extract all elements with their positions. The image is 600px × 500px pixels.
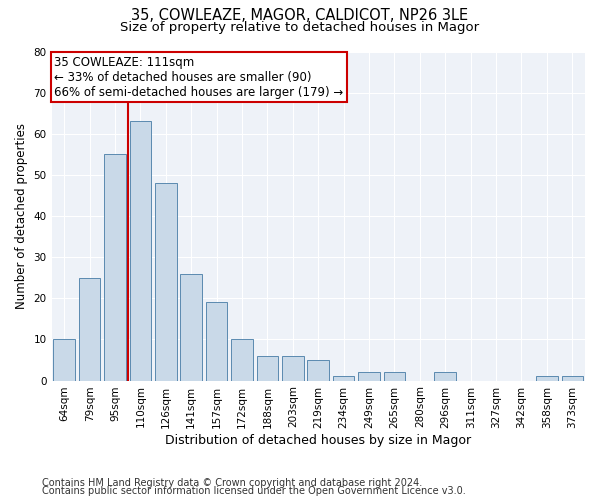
Text: Size of property relative to detached houses in Magor: Size of property relative to detached ho… — [121, 21, 479, 34]
Y-axis label: Number of detached properties: Number of detached properties — [15, 123, 28, 309]
Bar — [206, 302, 227, 380]
Bar — [155, 183, 176, 380]
Bar — [383, 372, 405, 380]
Bar — [130, 122, 151, 380]
Bar — [79, 278, 100, 380]
Text: Contains HM Land Registry data © Crown copyright and database right 2024.: Contains HM Land Registry data © Crown c… — [42, 478, 422, 488]
Text: 35 COWLEAZE: 111sqm
← 33% of detached houses are smaller (90)
66% of semi-detach: 35 COWLEAZE: 111sqm ← 33% of detached ho… — [54, 56, 343, 98]
Bar — [53, 340, 75, 380]
Bar — [562, 376, 583, 380]
Bar — [536, 376, 557, 380]
Bar — [104, 154, 126, 380]
Bar — [333, 376, 355, 380]
X-axis label: Distribution of detached houses by size in Magor: Distribution of detached houses by size … — [165, 434, 472, 448]
Text: 35, COWLEAZE, MAGOR, CALDICOT, NP26 3LE: 35, COWLEAZE, MAGOR, CALDICOT, NP26 3LE — [131, 8, 469, 22]
Bar — [282, 356, 304, 380]
Bar — [307, 360, 329, 380]
Bar — [358, 372, 380, 380]
Bar — [257, 356, 278, 380]
Text: Contains public sector information licensed under the Open Government Licence v3: Contains public sector information licen… — [42, 486, 466, 496]
Bar — [434, 372, 456, 380]
Bar — [231, 340, 253, 380]
Bar — [181, 274, 202, 380]
